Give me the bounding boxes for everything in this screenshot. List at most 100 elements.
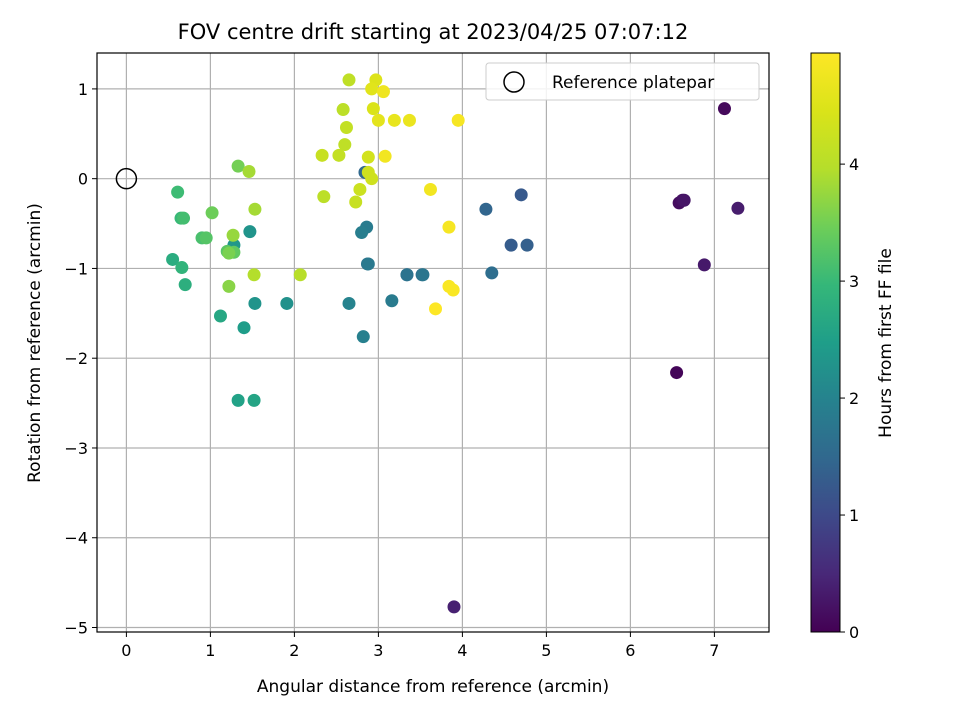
data-point-68: [387, 113, 401, 127]
colorbar-tick-label: 2: [849, 389, 859, 408]
data-point-19: [361, 257, 375, 271]
y-tick-label: −3: [64, 439, 88, 458]
data-point-73: [442, 220, 456, 234]
data-point-63: [361, 150, 375, 164]
colorbar-tick-label: 0: [849, 623, 859, 642]
data-point-51: [293, 268, 307, 282]
reference-platepar-marker: [115, 167, 138, 190]
data-point-76: [446, 283, 460, 297]
data-point-27: [243, 225, 257, 239]
colorbar-label: Hours from first FF file: [876, 248, 896, 438]
data-point-64: [366, 102, 380, 116]
data-point-5: [697, 258, 711, 272]
data-point-9: [504, 238, 518, 252]
data-point-32: [213, 309, 227, 323]
legend-reference-marker: [503, 71, 525, 93]
data-point-58: [315, 148, 329, 162]
x-tick-label: 7: [709, 641, 719, 660]
data-point-43: [205, 206, 219, 220]
data-point-46: [222, 279, 236, 293]
data-point-71: [378, 149, 392, 163]
data-point-34: [166, 252, 180, 266]
x-tick-label: 6: [625, 641, 635, 660]
data-point-47: [226, 228, 240, 242]
data-point-37: [171, 185, 185, 199]
y-tick-label: −5: [64, 619, 88, 638]
data-point-74: [451, 113, 465, 127]
data-point-23: [356, 330, 370, 344]
data-point-70: [376, 85, 390, 99]
x-axis: 0 1 2 3 4 5 6 7: [121, 632, 719, 660]
legend: Reference platepar: [485, 62, 760, 101]
y-tick-label: 1: [78, 80, 88, 99]
data-point-45: [222, 246, 236, 260]
data-point-24: [342, 296, 356, 310]
plot-frame: [96, 52, 770, 633]
data-point-22: [385, 294, 399, 308]
data-point-62: [365, 172, 379, 186]
data-point-11: [479, 202, 493, 216]
reference-marker-layer: [115, 167, 138, 190]
data-point-57: [332, 148, 346, 162]
x-tick-label: 5: [541, 641, 551, 660]
data-point-53: [336, 103, 350, 117]
data-point-72: [423, 182, 437, 196]
data-point-69: [402, 113, 416, 127]
data-point-38: [177, 211, 191, 225]
data-point-52: [317, 190, 331, 204]
data-point-1: [717, 102, 731, 116]
data-point-12: [485, 266, 499, 280]
data-point-16: [400, 268, 414, 282]
data-point-7: [447, 600, 461, 614]
data-point-21: [355, 226, 369, 240]
x-tick-label: 2: [289, 641, 299, 660]
x-tick-label: 3: [373, 641, 383, 660]
data-point-66: [365, 82, 379, 96]
legend-entry-reference-platepar: Reference platepar: [552, 73, 714, 93]
x-tick-label: 0: [121, 641, 131, 660]
data-point-8: [514, 188, 528, 202]
data-point-55: [339, 121, 353, 135]
y-tick-label: 0: [78, 170, 88, 189]
y-tick-label: −4: [64, 529, 88, 548]
data-point-26: [248, 296, 262, 310]
colorbar-gradient: [810, 52, 841, 633]
data-point-77: [429, 302, 443, 316]
colorbar-ticks: 0 1 2 3 4: [840, 155, 859, 642]
colorbar-tick-label: 4: [849, 155, 859, 174]
data-point-40: [199, 231, 213, 245]
legend-box: [485, 62, 760, 101]
x-axis-label: Angular distance from reference (arcmin): [257, 677, 609, 697]
data-point-48: [242, 164, 256, 178]
y-axis-label: Rotation from reference (arcmin): [25, 203, 45, 483]
y-tick-label: −2: [64, 349, 88, 368]
grid: [97, 53, 769, 632]
data-point-30: [231, 393, 245, 407]
data-point-59: [349, 195, 363, 209]
chart-title: FOV centre drift starting at 2023/04/25 …: [178, 20, 689, 44]
data-point-6: [731, 201, 745, 215]
data-point-33: [178, 278, 192, 292]
colorbar-tick-label: 3: [849, 272, 859, 291]
data-point-56: [338, 138, 352, 152]
data-point-49: [248, 202, 262, 216]
data-point-4: [677, 193, 691, 207]
data-point-10: [520, 238, 534, 252]
colorbar-tick-label: 1: [849, 506, 859, 525]
colorbar: 0 1 2 3 4 Hours from first FF file: [810, 52, 896, 642]
data-point-17: [416, 268, 430, 282]
x-tick-label: 4: [457, 641, 467, 660]
x-tick-label: 1: [205, 641, 215, 660]
plot-points: [166, 73, 745, 614]
data-point-29: [237, 321, 251, 335]
y-axis: 1 0 −1 −2 −3 −4 −5: [64, 80, 97, 638]
data-point-0: [670, 366, 684, 380]
data-point-25: [280, 296, 294, 310]
data-point-35: [175, 261, 189, 275]
data-point-44: [231, 159, 245, 173]
data-point-67: [371, 113, 385, 127]
data-point-54: [342, 73, 356, 87]
data-point-50: [247, 268, 261, 282]
